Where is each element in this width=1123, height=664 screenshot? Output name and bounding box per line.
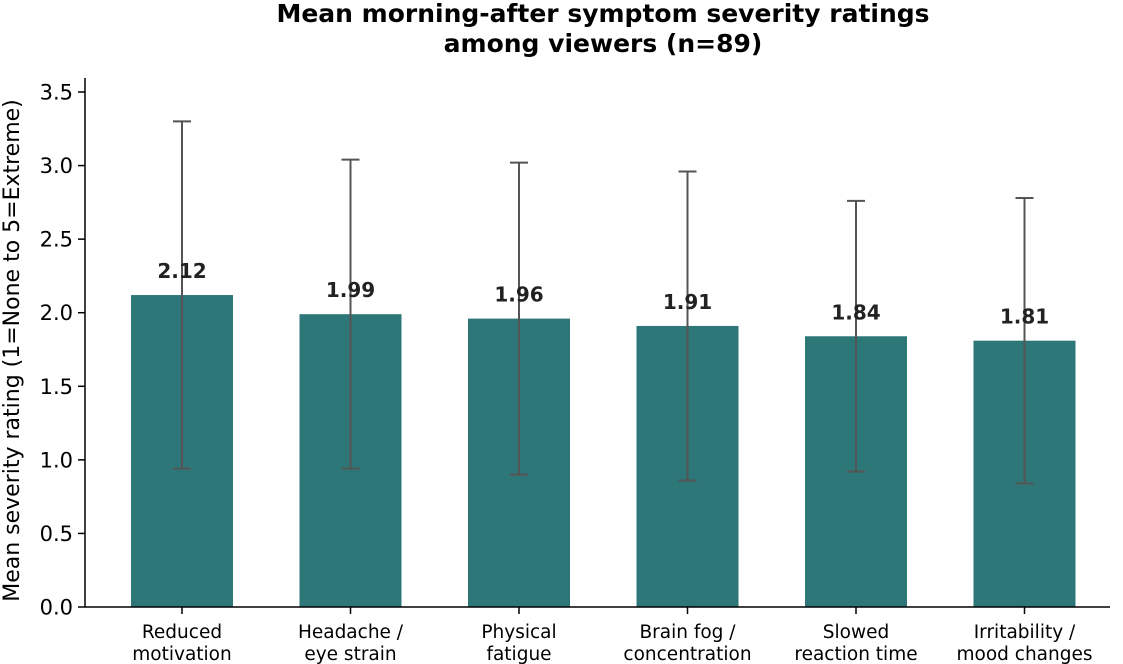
data-label: 1.91	[663, 290, 712, 314]
data-label: 1.99	[326, 278, 375, 302]
x-tick-label: concentration	[623, 644, 751, 664]
y-tick-label: 0.0	[40, 596, 73, 620]
x-tick-label: Reduced	[142, 622, 222, 643]
x-tick-label: mood changes	[956, 644, 1092, 664]
x-tick-label: Slowed	[823, 622, 889, 643]
x-tick-label: Headache /	[298, 622, 404, 643]
x-tick-label: fatigue	[486, 644, 551, 664]
y-tick-label: 0.5	[40, 522, 73, 546]
x-tick-label: Physical	[481, 622, 556, 643]
x-tick-label: eye strain	[304, 644, 396, 664]
data-label: 1.84	[831, 300, 880, 324]
data-label: 1.81	[1000, 305, 1049, 329]
y-axis-label: Mean severity rating (1=None to 5=Extrem…	[0, 99, 25, 602]
x-tick-label: Irritability /	[974, 622, 1076, 643]
y-tick-label: 1.5	[40, 375, 73, 399]
y-tick-label: 3.0	[40, 154, 73, 178]
y-tick-label: 2.0	[40, 301, 73, 325]
data-label: 1.96	[494, 283, 543, 307]
y-tick-label: 1.0	[40, 448, 73, 472]
chart-title-line: Mean morning-after symptom severity rati…	[276, 0, 929, 28]
chart-title-line: among viewers (n=89)	[444, 29, 763, 58]
y-tick-label: 3.5	[40, 81, 73, 105]
x-tick-label: motivation	[132, 644, 231, 664]
data-label: 2.12	[157, 259, 206, 283]
x-tick-label: reaction time	[794, 644, 917, 664]
y-tick-label: 2.5	[40, 228, 73, 252]
x-tick-label: Brain fog /	[639, 622, 736, 643]
